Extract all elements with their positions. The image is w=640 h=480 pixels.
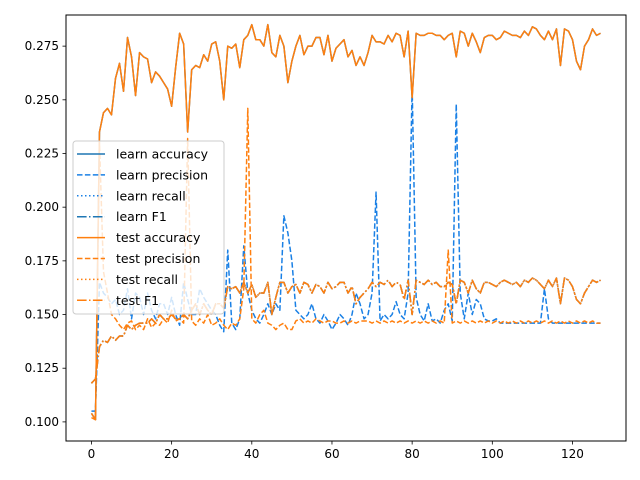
x-tick-label: 120 (561, 447, 584, 461)
series-line-test-precision (91, 107, 601, 421)
series-line-test-accuracy (90, 23, 601, 421)
legend-label: learn recall (116, 188, 186, 203)
y-tick-label: 0.225 (25, 146, 59, 160)
legend-label: test precision (116, 251, 200, 266)
x-tick-label: 100 (481, 447, 504, 461)
legend: learn accuracy learn precision learn recal… (72, 140, 225, 315)
y-tick-label: 0.200 (25, 200, 59, 214)
series-line-test-recall (90, 277, 601, 384)
legend-label: learn accuracy (116, 147, 209, 162)
legend-label: test accuracy (116, 230, 201, 245)
x-tick-label: 0 (88, 447, 96, 461)
x-tick-label: 80 (405, 447, 420, 461)
legend-label: test F1 (116, 293, 159, 308)
x-tick-label: 60 (324, 447, 339, 461)
y-tick-label: 0.175 (25, 254, 59, 268)
y-tick-label: 0.100 (25, 415, 59, 429)
x-tick-label: 20 (164, 447, 179, 461)
legend-label: learn precision (116, 167, 208, 182)
legend-label: test recall (116, 272, 178, 287)
y-tick-label: 0.250 (25, 93, 59, 107)
x-tick-label: 40 (244, 447, 259, 461)
legend-box (72, 140, 225, 315)
series-line-test-f1 (90, 277, 601, 384)
y-tick-label: 0.150 (25, 308, 59, 322)
series-layer (90, 23, 601, 421)
ticks-layer: 0 20 40 60 80 100 120 0.100 0.125 0.150 0.175 0.200… (25, 39, 584, 461)
y-tick-label: 0.275 (25, 39, 59, 53)
legend-label: learn F1 (116, 209, 167, 224)
plot-frame (65, 14, 627, 442)
y-tick-label: 0.125 (25, 361, 59, 375)
